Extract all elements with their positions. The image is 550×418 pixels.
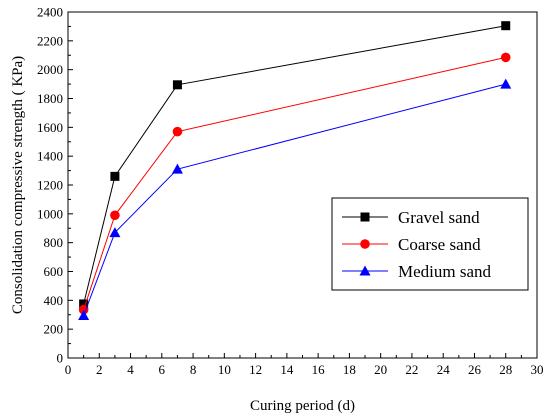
legend-marker [359,265,371,276]
x-tick-label: 14 [280,362,294,377]
legend-label: Medium sand [398,262,492,281]
y-tick-label: 1600 [37,120,63,135]
y-tick-label: 2000 [37,62,63,77]
series-layer [78,21,512,320]
x-tick-label: 6 [159,362,166,377]
y-tick-label: 2400 [37,5,63,20]
data-point-gravel-sand [110,171,120,181]
x-axis: 0 2 4 6 8 10 12 14 16 18 20 22 24 26 28 30 [65,353,544,377]
data-point-medium-sand [109,227,121,238]
x-tick-label: 30 [531,362,544,377]
legend-entry-coarse-sand: Coarse sand [342,235,481,254]
x-tick-label: 20 [374,362,387,377]
series-medium-sand [78,78,512,320]
y-tick-label: 800 [44,235,64,250]
x-tick-label: 16 [312,362,326,377]
x-tick-label: 26 [468,362,482,377]
data-point-gravel-sand [501,21,511,31]
plot-frame [67,11,538,359]
legend-entry-medium-sand: Medium sand [342,262,492,281]
data-point-medium-sand [78,309,90,320]
data-point-coarse-sand [110,210,120,221]
x-tick-label: 2 [96,362,103,377]
series-gravel-sand [79,21,511,309]
legend-label: Gravel sand [398,208,480,227]
legend-entry-gravel-sand: Gravel sand [342,208,480,227]
x-tick-label: 0 [65,362,72,377]
series-line-medium-sand [83,83,506,316]
y-tick-label: 1800 [37,91,63,106]
data-point-medium-sand [500,78,512,89]
data-point-gravel-sand [172,80,182,90]
y-tick-label: 1200 [37,178,63,193]
legend-label: Coarse sand [398,235,481,254]
y-tick-label: 200 [44,322,64,337]
legend-marker [360,239,370,249]
y-tick-label: 1000 [37,206,63,221]
data-point-coarse-sand [78,304,89,315]
y-tick-label: 400 [44,293,64,308]
plot-area [67,11,538,359]
series-line-gravel-sand [83,25,506,305]
legend: Gravel sand Coarse sand Medium sand [331,197,529,291]
series-coarse-sand [78,52,511,315]
series-line-coarse-sand [83,56,506,310]
x-axis-title: Curing period (d) [250,398,355,414]
data-point-gravel-sand [79,299,89,309]
x-tick-label: 28 [499,362,512,377]
data-point-medium-sand [171,163,183,174]
x-tick-label: 12 [249,362,262,377]
y-tick-label: 600 [44,264,64,279]
legend-marker [360,212,370,222]
x-tick-label: 8 [190,362,197,377]
x-tick-label: 4 [127,362,134,377]
data-point-coarse-sand [172,126,183,137]
x-tick-label: 10 [218,362,231,377]
data-point-coarse-sand [500,52,511,63]
y-tick-label: 0 [57,351,64,366]
y-tick-label: 2200 [37,33,63,48]
y-axis: 0 200 400 600 800 1000 1200 1400 1600 1800 2000 220… [37,5,73,366]
x-tick-label: 22 [405,362,418,377]
y-tick-label: 1400 [37,149,63,164]
x-tick-label: 18 [343,362,356,377]
x-tick-label: 24 [437,362,451,377]
y-axis-title: Consolidation compressive strength ( KPa… [10,56,26,314]
